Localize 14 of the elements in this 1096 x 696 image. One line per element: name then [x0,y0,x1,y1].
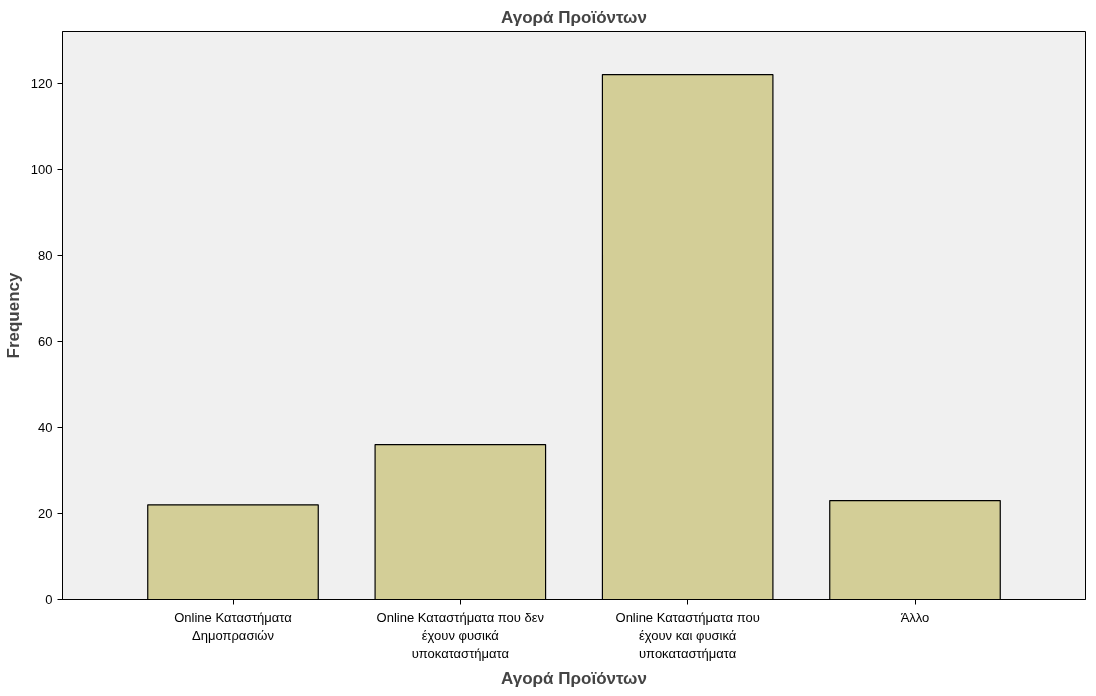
x-tick-label: Online Καταστήματα που δεν έχουν φυσικά υποκαταστήματα [376,609,545,661]
y-tick-label: 20 [38,505,53,521]
chart-title: Αγορά Προϊόντων [501,7,647,27]
y-tick-label: 100 [30,161,53,177]
y-tick-label: 80 [38,247,53,263]
x-tick-label: Online Καταστήματα που έχουν και φυσικά υποκαταστήματα [615,609,760,661]
y-tick-label: 0 [45,592,53,607]
y-axis-title: Frequency [3,271,23,359]
x-tick-label: Άλλο [900,609,930,625]
x-axis-title: Αγορά Προϊόντων [501,668,647,688]
y-tick-label: 120 [30,75,53,91]
y-tick-label: 40 [38,419,53,435]
x-tick-label: Online Καταστήματα Δημοπρασιών [174,609,293,643]
y-tick-label: 60 [38,333,53,349]
